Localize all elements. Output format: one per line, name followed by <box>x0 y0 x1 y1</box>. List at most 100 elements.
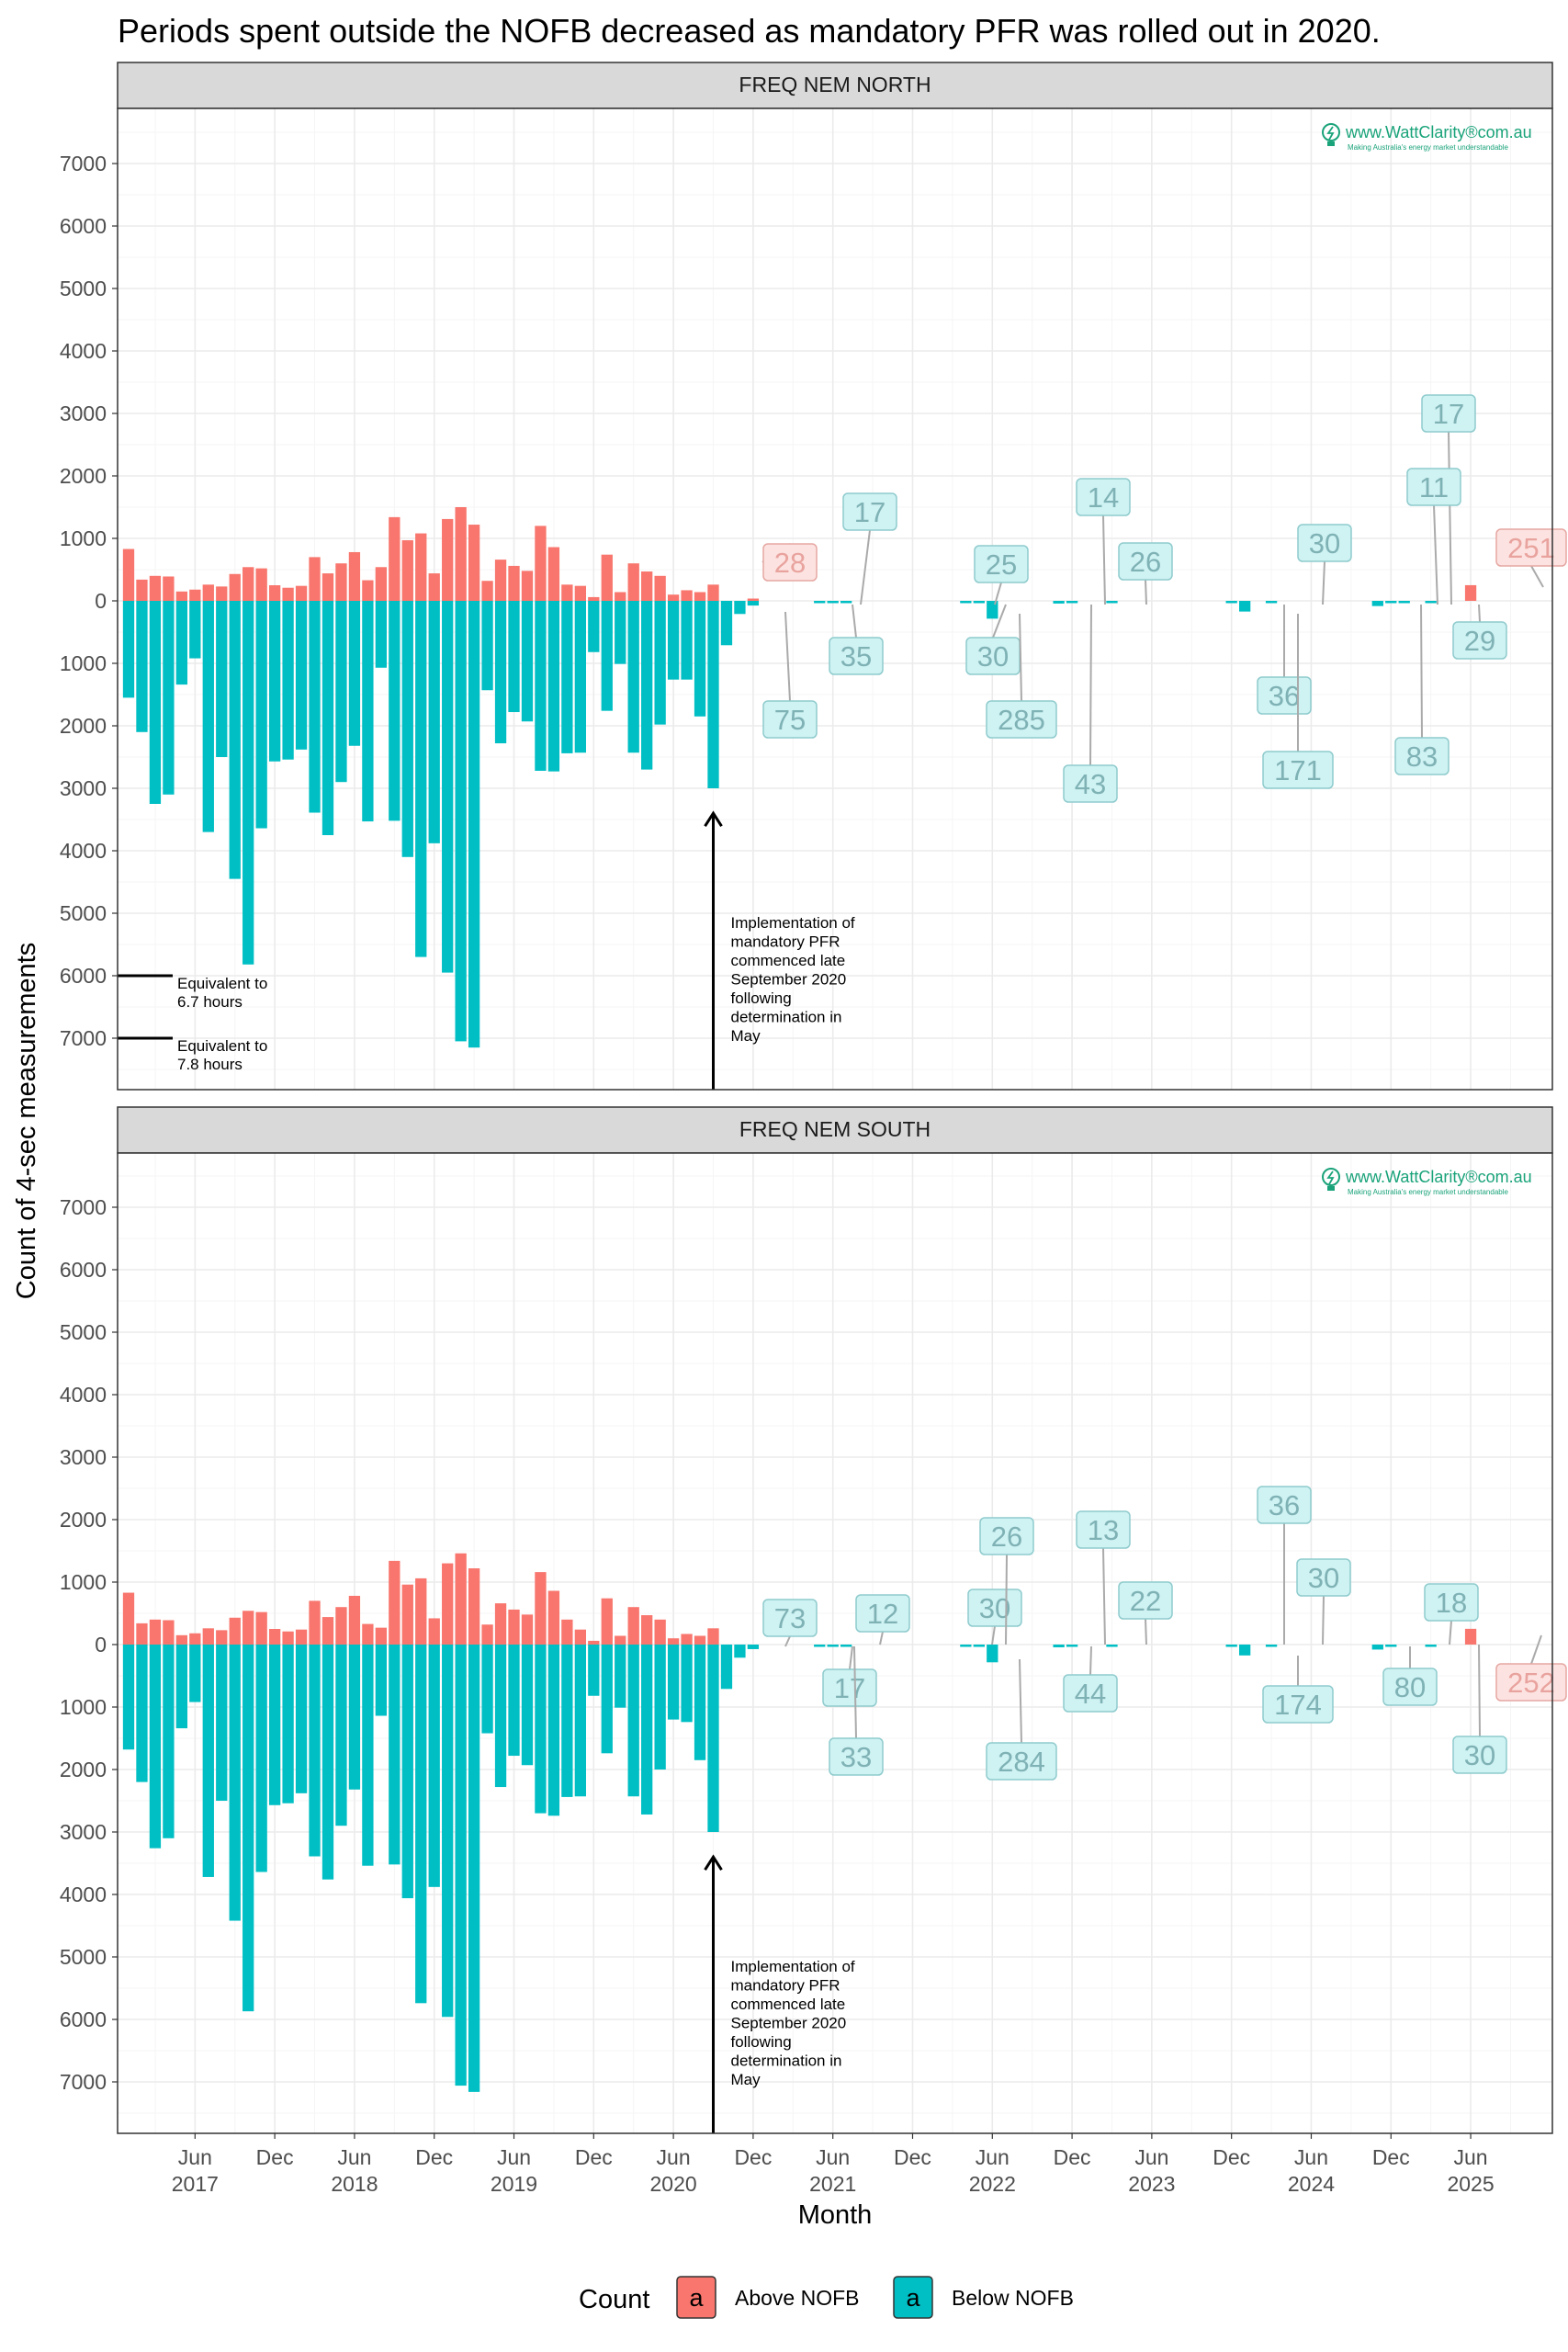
bar-above-nofb <box>163 576 175 601</box>
bar-below-nofb <box>1225 601 1237 604</box>
bar-below-nofb <box>243 601 254 965</box>
bar-above-nofb <box>321 1617 334 1645</box>
y-tick-label: 4000 <box>60 339 107 363</box>
facet-strip-label: FREQ NEM SOUTH <box>739 1117 931 1141</box>
x-tick-label: Dec <box>415 2145 453 2169</box>
bar-below-nofb <box>535 1645 547 1814</box>
bar-above-nofb <box>681 1634 693 1645</box>
bar-above-nofb <box>468 1568 480 1645</box>
bar-below-nofb <box>229 601 241 879</box>
watermark-url: www.WattClarity®com.au <box>1345 123 1532 141</box>
bar-below-nofb <box>588 1645 600 1696</box>
bar-above-nofb <box>163 1620 175 1645</box>
y-tick-label: 1000 <box>60 651 107 675</box>
bar-above-nofb <box>601 1598 613 1645</box>
x-tick-year: 2022 <box>969 2172 1016 2196</box>
bar-above-nofb <box>468 525 480 601</box>
data-label-box <box>1076 478 1131 516</box>
label-leader <box>1420 604 1423 739</box>
bar-above-nofb <box>455 507 467 601</box>
bar-below-nofb <box>189 601 201 659</box>
data-label-box <box>1063 1674 1118 1713</box>
bar-below-nofb <box>268 1645 281 1805</box>
bar-below-nofb <box>987 1645 998 1663</box>
data-label: 36 <box>1269 680 1300 712</box>
panel-border <box>117 1152 1553 2134</box>
implementation-note: Implementation of <box>731 914 855 932</box>
bar-below-nofb <box>122 601 135 698</box>
bar-above-nofb <box>574 585 586 601</box>
bar-below-nofb <box>401 1645 413 1899</box>
bar-below-nofb <box>1238 1645 1251 1656</box>
bar-below-nofb <box>694 1645 706 1760</box>
data-label: 30 <box>1309 527 1340 560</box>
y-tick-label: 6000 <box>60 1258 107 1282</box>
bar-below-nofb <box>309 1645 321 1857</box>
label-leader <box>1019 613 1022 702</box>
bar-below-nofb <box>189 1645 201 1702</box>
data-label: 73 <box>774 1602 806 1634</box>
bar-below-nofb <box>1066 1645 1078 1647</box>
bar-below-nofb <box>588 601 600 652</box>
x-tick-year: 2019 <box>491 2172 537 2196</box>
x-tick-year: 2021 <box>809 2172 856 2196</box>
x-tick-year: 2020 <box>650 2172 697 2196</box>
bar-above-nofb <box>641 1615 653 1645</box>
data-label: 30 <box>1464 1739 1495 1771</box>
y-tick-label: 3000 <box>60 776 107 800</box>
label-leader <box>860 529 871 605</box>
bar-above-nofb <box>547 547 560 601</box>
data-label: 26 <box>1130 546 1161 578</box>
y-tick-label: 4000 <box>60 1883 107 1906</box>
data-label-box <box>967 1589 1022 1627</box>
bar-below-nofb <box>389 1645 400 1865</box>
data-label-box <box>1452 621 1507 660</box>
bar-above-nofb <box>641 571 653 601</box>
bar-below-nofb <box>216 601 228 757</box>
y-tick-label: 5000 <box>60 1320 107 1344</box>
bar-below-nofb <box>481 601 493 691</box>
x-tick-year: 2018 <box>331 2172 378 2196</box>
y-tick-label: 4000 <box>60 1383 107 1407</box>
bar-above-nofb <box>508 565 520 601</box>
bar-above-nofb <box>362 580 374 601</box>
bar-below-nofb <box>535 601 547 771</box>
y-tick-label: 2000 <box>60 714 107 738</box>
chart-title: Periods spent outside the NOFB decreased… <box>118 12 1381 50</box>
x-tick-label: Jun <box>816 2145 850 2169</box>
legend-key <box>893 2276 933 2319</box>
x-axis-title: Month <box>798 2200 873 2230</box>
bulb-base-icon <box>1327 141 1335 146</box>
bar-below-nofb <box>494 601 507 744</box>
bar-above-nofb <box>681 590 693 601</box>
implementation-note: September 2020 <box>731 2015 847 2032</box>
bar-below-nofb <box>149 1645 162 1849</box>
bar-above-nofb <box>136 1623 148 1645</box>
data-label-box <box>1118 542 1173 581</box>
bar-above-nofb <box>508 1609 520 1645</box>
bar-below-nofb <box>1066 601 1078 604</box>
bar-below-nofb <box>494 1645 507 1788</box>
legend-key-glyph: a <box>906 2284 920 2312</box>
bar-above-nofb <box>667 1638 680 1645</box>
implementation-note: mandatory PFR <box>731 1977 840 1995</box>
bar-above-nofb <box>309 1600 321 1645</box>
bar-below-nofb <box>163 601 175 795</box>
x-tick-label: Dec <box>1372 2145 1410 2169</box>
bulb-base-icon <box>1327 1186 1335 1191</box>
label-leader <box>1089 604 1092 766</box>
label-leader <box>879 1631 884 1645</box>
data-label-box <box>1063 764 1118 803</box>
bar-below-nofb <box>468 1645 480 2092</box>
bar-above-nofb <box>122 1592 135 1645</box>
bar-above-nofb <box>362 1623 374 1645</box>
data-label: 12 <box>867 1598 898 1630</box>
label-leader <box>849 1645 853 1670</box>
bar-below-nofb <box>268 601 281 762</box>
data-label: 18 <box>1436 1587 1467 1619</box>
data-label: 22 <box>1130 1585 1161 1617</box>
bar-above-nofb <box>415 533 427 601</box>
bar-above-nofb <box>694 592 706 601</box>
bar-below-nofb <box>1053 1645 1065 1647</box>
data-label-box <box>855 1594 910 1633</box>
